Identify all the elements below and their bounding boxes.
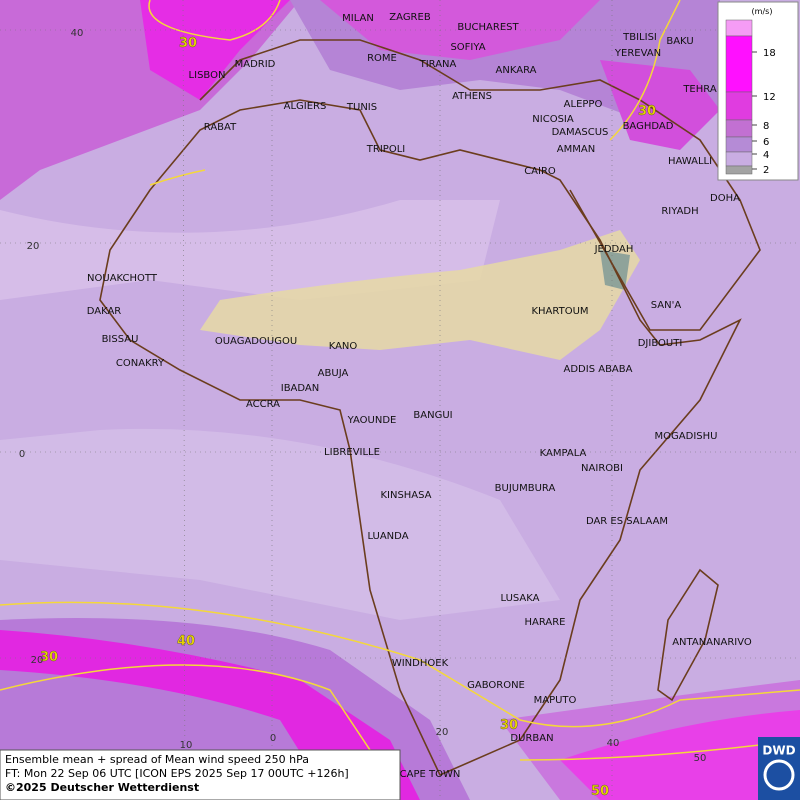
city-label: CONAKRY	[116, 358, 165, 369]
city-label: LUANDA	[367, 531, 408, 542]
legend-scale: (m/s) 18 12 8 6 4 2	[725, 7, 776, 176]
city-label: CAPE TOWN	[400, 769, 461, 780]
legend-level: 4	[763, 150, 769, 161]
isotach-label: 30	[40, 650, 58, 665]
grid-label: 10	[180, 740, 193, 751]
isotach-label: 40	[177, 634, 195, 649]
city-label: ATHENS	[452, 91, 492, 102]
city-label: LUSAKA	[501, 593, 540, 604]
legend-level: 18	[763, 48, 776, 59]
city-label: BUCHAREST	[457, 22, 519, 33]
isotach-label: 30	[179, 36, 197, 51]
legend-swatch	[725, 19, 753, 37]
city-label: LIBREVILLE	[324, 447, 380, 458]
isotach-label: 30	[500, 718, 518, 733]
logo: DWD	[758, 737, 800, 800]
city-label: BISSAU	[102, 334, 139, 345]
city-label: TRIPOLI	[366, 144, 405, 155]
legend-swatch	[725, 151, 753, 167]
city-label: KANO	[329, 341, 358, 352]
grid-label: 20	[436, 727, 449, 738]
footer-line: Ensemble mean + spread of Mean wind spee…	[5, 753, 309, 766]
city-label: WINDHOEK	[392, 658, 449, 669]
city-label: DURBAN	[510, 733, 553, 744]
grid-label: 20	[31, 655, 44, 666]
city-label: BAGHDAD	[623, 121, 674, 132]
grid-label: 0	[19, 449, 25, 460]
city-label: TBILISI	[622, 32, 657, 43]
city-label: ABUJA	[318, 368, 349, 379]
city-label: TEHRA	[682, 84, 716, 95]
city-label: ACCRA	[246, 399, 280, 410]
city-label: ADDIS ABABA	[564, 364, 633, 375]
city-label: RIYADH	[661, 206, 698, 217]
city-label: ALGIERS	[284, 101, 327, 112]
city-label: KAMPALA	[540, 448, 587, 459]
city-label: HAWALLI	[668, 156, 712, 167]
legend-swatch	[725, 91, 753, 121]
city-label: DOHA	[710, 193, 740, 204]
city-label: SOFIYA	[450, 42, 485, 53]
isotach-label: 50	[591, 784, 609, 799]
isotach-label: 30	[638, 104, 656, 119]
grid-label: 50	[694, 753, 707, 764]
city-label: ROME	[367, 53, 397, 64]
city-label: SAN'A	[651, 300, 682, 311]
legend-swatch	[725, 35, 753, 93]
city-label: MAPUTO	[534, 695, 577, 706]
city-label: MOGADISHU	[655, 431, 718, 442]
grid-label: 40	[71, 28, 84, 39]
city-label: RABAT	[204, 122, 237, 133]
city-label: OUAGADOUGOU	[215, 336, 297, 347]
footer: Ensemble mean + spread of Mean wind spee…	[0, 749, 401, 800]
city-label: ANKARA	[496, 65, 537, 76]
legend-swatch	[725, 136, 753, 153]
city-label: LISBON	[189, 70, 226, 81]
grid-label: 20	[27, 241, 40, 252]
city-label: NICOSIA	[532, 114, 574, 125]
legend-unit: (m/s)	[752, 7, 773, 16]
city-label: NAIROBI	[581, 463, 623, 474]
legend-level: 12	[763, 92, 776, 103]
logo-text: DWD	[762, 744, 795, 758]
legend: (m/s) 18 12 8 6 4 2	[717, 1, 799, 181]
city-label: YAOUNDE	[347, 415, 397, 426]
city-label: AMMAN	[557, 144, 595, 155]
city-label: ANTANANARIVO	[672, 637, 752, 648]
city-label: TUNIS	[346, 102, 377, 113]
city-label: BUJUMBURA	[495, 483, 556, 494]
footer-line: ©2025 Deutscher Wetterdienst	[5, 781, 199, 794]
city-label: BANGUI	[413, 410, 452, 421]
legend-swatch	[725, 119, 753, 138]
city-label: TIRANA	[419, 59, 457, 70]
city-label: MILAN	[342, 13, 374, 24]
legend-level: 6	[763, 137, 769, 148]
city-label: MADRID	[235, 59, 276, 70]
grid-label: 40	[607, 738, 620, 749]
legend-level: 8	[763, 121, 769, 132]
footer-line: FT: Mon 22 Sep 06 UTC [ICON EPS 2025 Sep…	[5, 767, 349, 780]
legend-level: 2	[763, 165, 769, 176]
city-label: KHARTOUM	[531, 306, 588, 317]
city-label: YEREVAN	[614, 48, 661, 59]
legend-swatch	[725, 165, 753, 175]
city-label: DAKAR	[87, 306, 122, 317]
city-label: DAR ES SALAAM	[586, 516, 668, 527]
grid-label: 0	[270, 733, 276, 744]
city-label: JEDDAH	[594, 244, 634, 255]
city-label: GABORONE	[467, 680, 525, 691]
city-label: CAIRO	[524, 166, 556, 177]
labels: MILAN ZAGREB BUCHAREST TBILISI BAKU MADRID ROM…	[19, 12, 752, 799]
city-label: ZAGREB	[389, 12, 431, 23]
city-label: KINSHASA	[380, 490, 431, 501]
city-label: DAMASCUS	[552, 127, 609, 138]
city-label: IBADAN	[281, 383, 320, 394]
city-label: HARARE	[524, 617, 565, 628]
city-label: NOUAKCHOTT	[87, 273, 158, 284]
city-label: BAKU	[666, 36, 693, 47]
city-label: DJIBOUTI	[638, 338, 683, 349]
city-label: ALEPPO	[564, 99, 603, 110]
